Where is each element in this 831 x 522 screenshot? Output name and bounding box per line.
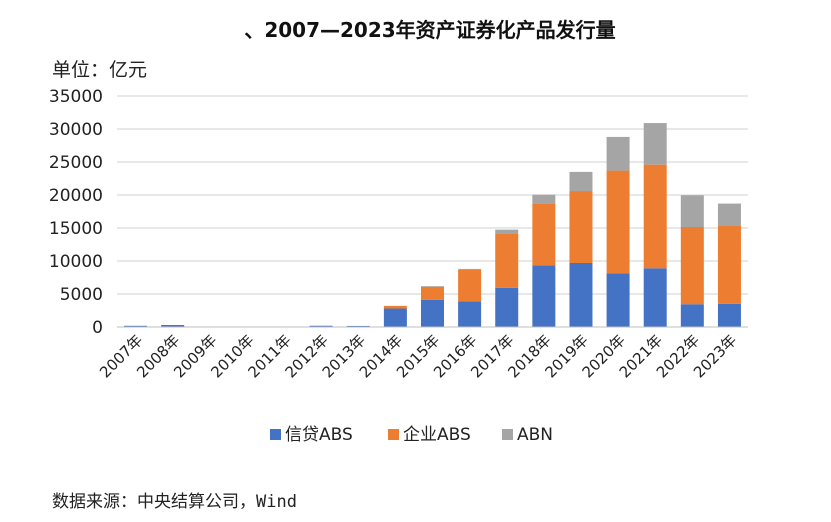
bar-segment — [495, 229, 519, 234]
y-tick-label: 15000 — [49, 219, 103, 239]
bar-segment — [717, 303, 741, 327]
bar-segment — [717, 225, 741, 304]
bar-segment — [606, 136, 630, 171]
unit-label: 单位：亿元 — [52, 59, 147, 81]
y-tick-label: 10000 — [49, 252, 103, 272]
y-axis-ticks: 0 5000 10000 15000 20000 25000 30000 35000 — [49, 87, 103, 338]
bar-segment — [309, 325, 333, 327]
bar-segment — [495, 233, 519, 288]
bar-segment — [421, 286, 444, 300]
bar-segment — [569, 262, 593, 327]
bar-segment — [421, 286, 444, 287]
bar-segment — [680, 195, 704, 228]
bar-segment — [643, 164, 667, 269]
bar-segment — [458, 269, 482, 302]
y-tick-label: 20000 — [49, 186, 103, 206]
bar-segment — [532, 203, 556, 266]
legend-swatch — [502, 429, 513, 440]
source-note: 数据来源：中央结算公司，Wind — [52, 492, 297, 512]
bar-segment — [643, 268, 667, 327]
y-tick-label: 35000 — [49, 87, 103, 107]
bars — [124, 123, 741, 328]
y-tick-label: 25000 — [49, 153, 103, 173]
y-tick-label: 30000 — [49, 120, 103, 140]
bar-segment — [124, 325, 148, 327]
chart-title: 、2007—2023年资产证券化产品发行量 — [244, 18, 615, 42]
legend-label: 信贷ABS — [285, 425, 353, 445]
bar-segment — [458, 301, 482, 327]
bar-segment — [606, 170, 630, 274]
legend-swatch — [388, 429, 399, 440]
bar-segment — [346, 325, 370, 327]
bar-segment — [680, 304, 704, 327]
bar-segment — [680, 227, 704, 305]
bar-segment — [495, 287, 519, 327]
legend-label: ABN — [517, 425, 553, 445]
bar-segment — [717, 203, 741, 226]
bar-segment — [569, 191, 593, 263]
y-tick-label: 0 — [92, 318, 103, 338]
bar-segment — [643, 123, 667, 165]
gridlines — [117, 95, 748, 295]
bar-segment — [383, 308, 407, 327]
bar-segment — [458, 268, 482, 270]
y-tick-label: 5000 — [60, 285, 103, 305]
x-axis-ticks: 2007年2008年2009年2010年2011年2012年2013年2014年… — [96, 331, 740, 381]
legend-swatch — [270, 429, 281, 440]
bar-segment — [161, 325, 185, 327]
legend: 信贷ABS 企业ABS ABN — [270, 425, 553, 445]
bar-segment — [606, 273, 630, 327]
bar-segment — [421, 299, 444, 327]
bar-segment — [532, 194, 556, 204]
bar-segment — [383, 305, 407, 309]
bar-segment — [569, 171, 593, 192]
legend-label: 企业ABS — [403, 425, 471, 445]
bar-segment — [532, 265, 556, 327]
